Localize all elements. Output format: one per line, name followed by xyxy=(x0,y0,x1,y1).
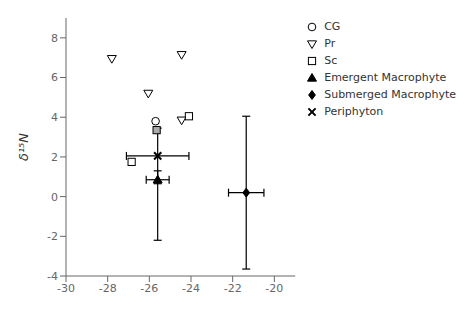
svg-text:δ¹⁵N: δ¹⁵N xyxy=(16,133,31,161)
svg-text:2: 2 xyxy=(51,151,58,164)
svg-text:-30: -30 xyxy=(57,282,75,295)
html-text:Submerged Macrophyte: Submerged Macrophyte xyxy=(324,88,456,101)
svg-text:-4: -4 xyxy=(47,270,58,283)
svg-text:-28: -28 xyxy=(99,282,117,295)
svg-text:-22: -22 xyxy=(224,282,242,295)
html-text:Pr: Pr xyxy=(324,37,336,50)
svg-text:6: 6 xyxy=(51,71,58,84)
svg-text:-26: -26 xyxy=(140,282,158,295)
html-text:Periphyton: Periphyton xyxy=(324,105,384,118)
svg-text:8: 8 xyxy=(51,32,58,45)
svg-text:0: 0 xyxy=(51,191,58,204)
html-text:CG: CG xyxy=(324,20,341,33)
html-text:Sc: Sc xyxy=(324,54,338,67)
svg-text:-24: -24 xyxy=(182,282,200,295)
svg-text:-2: -2 xyxy=(47,230,58,243)
svg-text:4: 4 xyxy=(51,111,58,124)
svg-text:-20: -20 xyxy=(265,282,283,295)
html-text:Emergent Macrophyte: Emergent Macrophyte xyxy=(324,71,447,84)
